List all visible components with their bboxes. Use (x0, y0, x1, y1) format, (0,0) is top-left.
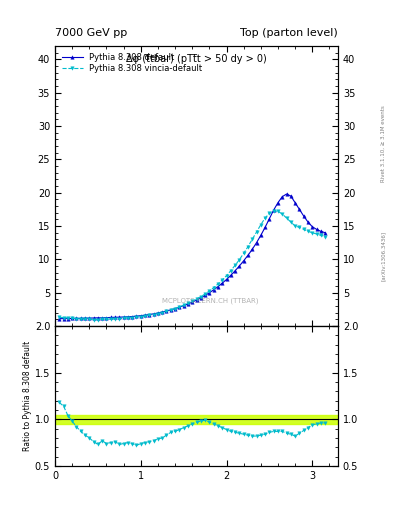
Pythia 8.308 vincia-default (271, 207, 276, 214)
Pythia 8.308 vincia-default (185, 300, 190, 306)
Pythia 8.308 vincia-default (318, 232, 323, 239)
Bar (55, 415, 338, 424)
Pythia 8.308 vincia-default (323, 233, 327, 240)
Pythia 8.308 default (284, 191, 289, 197)
Text: [arXiv:1306.3436]: [arXiv:1306.3436] (381, 231, 386, 281)
Pythia 8.308 default (318, 228, 323, 234)
Pythia 8.308 vincia-default (246, 244, 250, 250)
Pythia 8.308 default (130, 313, 134, 319)
Text: Top (parton level): Top (parton level) (240, 28, 338, 38)
Line: Pythia 8.308 default: Pythia 8.308 default (57, 193, 327, 321)
Pythia 8.308 default (57, 315, 62, 322)
Pythia 8.308 default (190, 299, 195, 305)
Text: Δφ (t̅tbar) (pTt̅t > 50 dy > 0): Δφ (t̅tbar) (pTt̅t > 50 dy > 0) (126, 54, 267, 65)
Y-axis label: Ratio to Pythia 8.308 default: Ratio to Pythia 8.308 default (23, 341, 32, 451)
Pythia 8.308 default (138, 312, 143, 318)
Line: Pythia 8.308 vincia-default: Pythia 8.308 vincia-default (57, 209, 327, 322)
Pythia 8.308 vincia-default (194, 296, 199, 302)
Pythia 8.308 default (181, 303, 186, 309)
Legend: Pythia 8.308 default, Pythia 8.308 vincia-default: Pythia 8.308 default, Pythia 8.308 vinci… (59, 50, 205, 76)
Text: MCPLOTS.CERN.CH (TTBAR): MCPLOTS.CERN.CH (TTBAR) (162, 297, 259, 304)
Pythia 8.308 vincia-default (91, 316, 96, 323)
Text: 7000 GeV pp: 7000 GeV pp (55, 28, 127, 38)
Text: Rivet 3.1.10, ≥ 3.1M events: Rivet 3.1.10, ≥ 3.1M events (381, 105, 386, 182)
Pythia 8.308 vincia-default (57, 314, 62, 321)
Pythia 8.308 default (323, 229, 327, 236)
Pythia 8.308 vincia-default (143, 313, 147, 319)
Pythia 8.308 default (241, 258, 246, 264)
Pythia 8.308 vincia-default (134, 314, 139, 321)
